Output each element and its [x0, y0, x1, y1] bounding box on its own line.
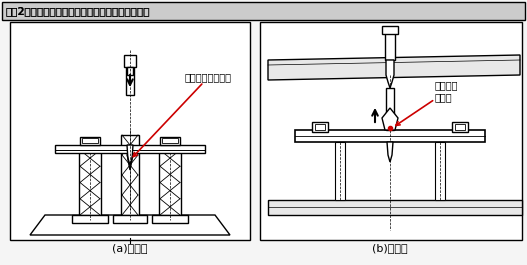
Bar	[126, 65, 134, 95]
Bar	[452, 122, 468, 132]
Bar	[435, 142, 445, 200]
Bar	[312, 122, 328, 132]
Text: ガイド兼
はがし: ガイド兼 はがし	[396, 80, 458, 125]
Bar	[72, 215, 108, 223]
Bar	[127, 67, 133, 75]
Polygon shape	[268, 55, 520, 80]
Bar	[152, 215, 188, 223]
Bar	[124, 55, 136, 67]
Bar	[55, 145, 205, 153]
Bar	[121, 135, 139, 215]
Text: 【図2】薄板材の押し下げ変形、吊り上げ変形対策: 【図2】薄板材の押し下げ変形、吊り上げ変形対策	[5, 6, 149, 16]
Bar	[79, 150, 101, 215]
Polygon shape	[127, 145, 133, 170]
Bar	[80, 137, 100, 145]
Bar	[159, 150, 181, 215]
Bar	[82, 138, 98, 143]
Bar	[295, 130, 485, 142]
Text: リフターで受ける: リフターで受ける	[133, 72, 232, 157]
Polygon shape	[268, 200, 522, 215]
Polygon shape	[30, 215, 230, 235]
Bar	[260, 22, 522, 240]
Bar	[162, 138, 178, 143]
Bar	[455, 124, 465, 130]
Bar	[315, 124, 325, 130]
Bar	[10, 22, 250, 240]
Bar	[160, 137, 180, 145]
Bar	[386, 88, 394, 130]
Polygon shape	[386, 60, 394, 88]
Bar	[335, 142, 345, 200]
Bar	[382, 26, 398, 34]
Bar	[113, 215, 147, 223]
Bar	[2, 2, 525, 20]
Text: (a)下降時: (a)下降時	[112, 243, 148, 253]
Polygon shape	[387, 142, 393, 162]
Polygon shape	[382, 108, 398, 130]
Bar	[385, 30, 395, 60]
Text: 【図2】薄板材の押し下げ変形、吊り上げ変形対策: 【図2】薄板材の押し下げ変形、吊り上げ変形対策	[6, 6, 151, 16]
Text: (b)上昇時: (b)上昇時	[372, 243, 408, 253]
